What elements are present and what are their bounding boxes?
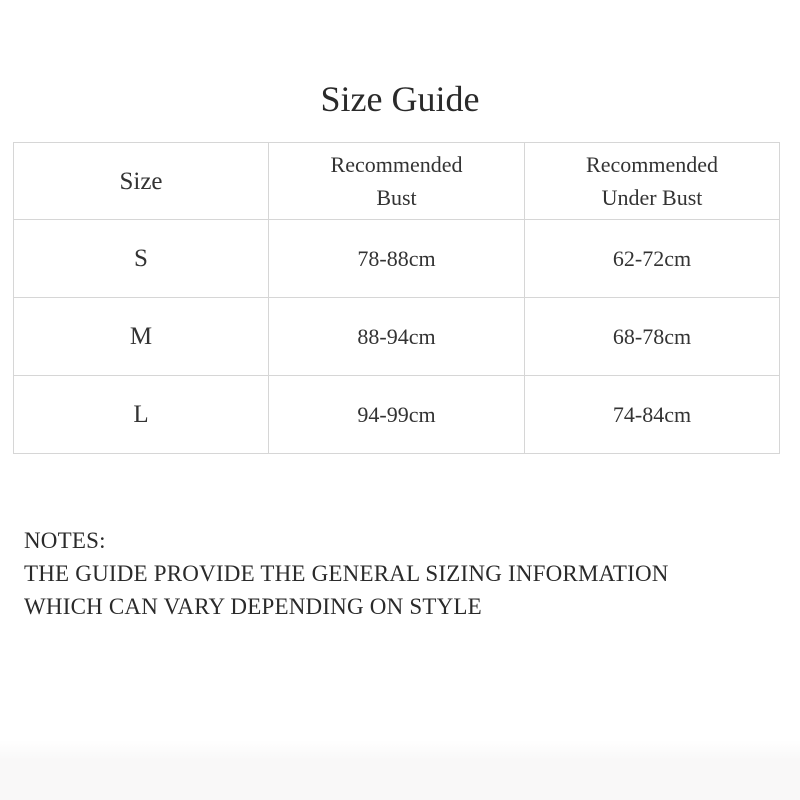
- header-size: Size: [13, 142, 269, 220]
- cell-under-bust: 74-84cm: [524, 375, 780, 454]
- cell-bust: 88-94cm: [268, 297, 525, 376]
- header-under-bust-line1: Recommended: [586, 152, 718, 177]
- notes-line: THE GUIDE PROVIDE THE GENERAL SIZING INF…: [24, 561, 669, 586]
- header-under-bust: Recommended Under Bust: [524, 142, 780, 220]
- cell-bust: 78-88cm: [268, 219, 525, 298]
- size-table: Size Recommended Bust Recommended Under …: [13, 142, 780, 454]
- notes: NOTES: THE GUIDE PROVIDE THE GENERAL SIZ…: [24, 524, 669, 623]
- cell-bust: 94-99cm: [268, 375, 525, 454]
- page-title: Size Guide: [320, 79, 480, 119]
- notes-line: WHICH CAN VARY DEPENDING ON STYLE: [24, 594, 482, 619]
- table-header-row: Size Recommended Bust Recommended Under …: [13, 142, 780, 220]
- cell-size: S: [13, 219, 269, 298]
- header-bust-line1: Recommended: [330, 152, 463, 177]
- cell-under-bust: 68-78cm: [524, 297, 780, 376]
- bottom-band: [0, 740, 800, 800]
- table-row: S 78-88cm 62-72cm: [13, 219, 780, 298]
- table-row: M 88-94cm 68-78cm: [13, 297, 780, 376]
- header-under-bust-line2: Under Bust: [601, 185, 703, 210]
- header-bust: Recommended Bust: [268, 142, 525, 220]
- header-bust-line2: Bust: [376, 185, 417, 210]
- cell-under-bust: 62-72cm: [524, 219, 780, 298]
- notes-label: NOTES:: [24, 528, 106, 553]
- cell-size: M: [13, 297, 269, 376]
- cell-size: L: [13, 375, 269, 454]
- table-row: L 94-99cm 74-84cm: [13, 375, 780, 454]
